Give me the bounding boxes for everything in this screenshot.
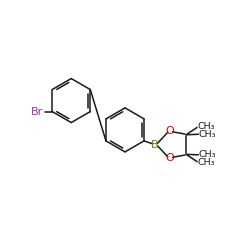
Text: O: O — [166, 126, 174, 136]
Text: Br: Br — [31, 106, 43, 117]
Text: CH₃: CH₃ — [199, 130, 216, 139]
Text: CH₃: CH₃ — [198, 122, 215, 132]
Text: B: B — [151, 140, 159, 149]
Text: CH₃: CH₃ — [199, 150, 216, 159]
Text: O: O — [166, 153, 174, 163]
Text: CH₃: CH₃ — [198, 158, 215, 167]
